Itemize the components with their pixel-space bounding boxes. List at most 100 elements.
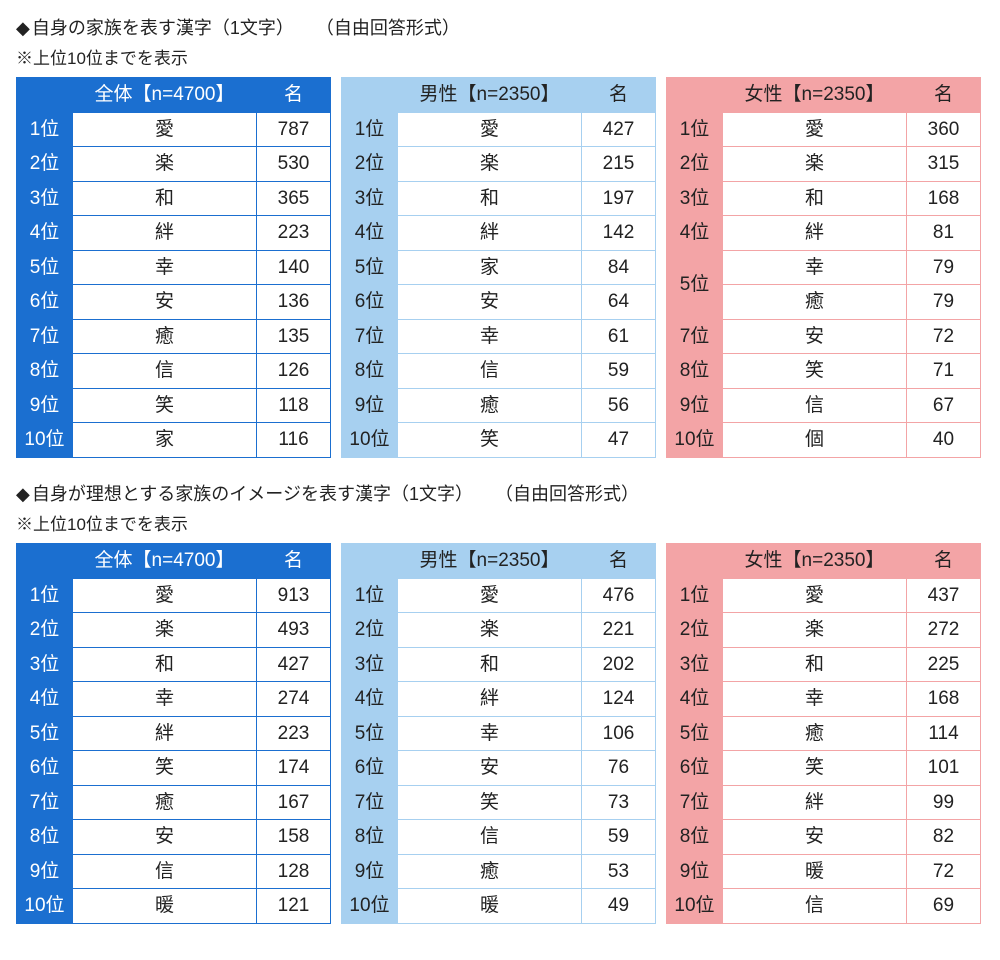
rank-cell: 4位 (667, 682, 723, 717)
section-note: ※上位10位までを表示 (16, 44, 984, 69)
rank-cell: 3位 (667, 647, 723, 682)
header-label: 全体【n=4700】 (73, 544, 257, 579)
label-cell: 安 (73, 285, 257, 320)
table-row: 4位絆142 (342, 216, 656, 251)
rank-cell: 2位 (342, 613, 398, 648)
label-cell: 癒 (398, 388, 582, 423)
header-blank (667, 544, 723, 579)
count-cell: 476 (582, 578, 656, 613)
label-cell: 愛 (73, 112, 257, 147)
header-count: 名 (907, 544, 981, 579)
table-row: 7位笑73 (342, 785, 656, 820)
rank-cell: 9位 (342, 388, 398, 423)
label-cell: 信 (398, 820, 582, 855)
section-title-suffix: （自由回答形式） (316, 18, 460, 38)
table-row: 8位信59 (342, 820, 656, 855)
table-row: 6位笑101 (667, 751, 981, 786)
label-cell: 個 (723, 423, 907, 458)
section-note: ※上位10位までを表示 (16, 510, 984, 535)
rank-cell: 3位 (342, 647, 398, 682)
rank-cell: 1位 (342, 578, 398, 613)
table-row: 5位癒114 (667, 716, 981, 751)
table-row: 8位笑71 (667, 354, 981, 389)
count-cell: 71 (907, 354, 981, 389)
table-row: 5位幸79 (667, 250, 981, 285)
label-cell: 笑 (398, 785, 582, 820)
tables-row: 全体【n=4700】名1位愛7872位楽5303位和3654位絆2235位幸14… (16, 77, 984, 458)
count-cell: 197 (582, 181, 656, 216)
rank-cell: 9位 (17, 388, 73, 423)
table-row: 3位和168 (667, 181, 981, 216)
count-cell: 427 (257, 647, 331, 682)
label-cell: 愛 (398, 112, 582, 147)
table-row: 7位癒135 (17, 319, 331, 354)
count-cell: 99 (907, 785, 981, 820)
rank-cell: 4位 (667, 216, 723, 251)
rank-cell: 4位 (17, 216, 73, 251)
header-label: 女性【n=2350】 (723, 78, 907, 113)
header-blank (342, 544, 398, 579)
ranking-table: 女性【n=2350】名1位愛4372位楽2723位和2254位幸1685位癒11… (666, 543, 981, 924)
count-cell: 787 (257, 112, 331, 147)
label-cell: 笑 (723, 354, 907, 389)
rank-cell: 5位 (667, 250, 723, 319)
label-cell: 和 (73, 181, 257, 216)
label-cell: 笑 (73, 751, 257, 786)
label-cell: 信 (73, 854, 257, 889)
table-row: 9位癒53 (342, 854, 656, 889)
table-row: 6位安64 (342, 285, 656, 320)
table-row: 4位絆81 (667, 216, 981, 251)
table-row: 2位楽315 (667, 147, 981, 182)
label-cell: 暖 (73, 889, 257, 924)
table-row: 8位安82 (667, 820, 981, 855)
table-row: 7位安72 (667, 319, 981, 354)
table-row: 1位愛427 (342, 112, 656, 147)
section-title-text: 自身の家族を表す漢字（1文字） (32, 18, 294, 38)
count-cell: 427 (582, 112, 656, 147)
label-cell: 癒 (73, 319, 257, 354)
count-cell: 59 (582, 820, 656, 855)
rank-cell: 3位 (17, 181, 73, 216)
rank-cell: 10位 (17, 423, 73, 458)
rank-cell: 8位 (17, 354, 73, 389)
count-cell: 76 (582, 751, 656, 786)
count-cell: 49 (582, 889, 656, 924)
label-cell: 安 (723, 820, 907, 855)
header-count: 名 (582, 78, 656, 113)
section-title-suffix: （自由回答形式） (495, 484, 639, 504)
table-row: 2位楽221 (342, 613, 656, 648)
label-cell: 暖 (398, 889, 582, 924)
table-row: 2位楽215 (342, 147, 656, 182)
count-cell: 64 (582, 285, 656, 320)
table-row: 10位信69 (667, 889, 981, 924)
label-cell: 愛 (398, 578, 582, 613)
table-row: 4位幸168 (667, 682, 981, 717)
table-row: 6位笑174 (17, 751, 331, 786)
rank-cell: 8位 (342, 820, 398, 855)
rank-cell: 7位 (17, 785, 73, 820)
header-blank (17, 78, 73, 113)
label-cell: 癒 (723, 285, 907, 320)
label-cell: 信 (73, 354, 257, 389)
label-cell: 楽 (73, 147, 257, 182)
table-row: 9位信128 (17, 854, 331, 889)
label-cell: 暖 (723, 854, 907, 889)
table-row: 10位個40 (667, 423, 981, 458)
label-cell: 幸 (398, 716, 582, 751)
label-cell: 幸 (723, 250, 907, 285)
header-label: 男性【n=2350】 (398, 78, 582, 113)
label-cell: 楽 (723, 613, 907, 648)
header-count: 名 (907, 78, 981, 113)
rank-cell: 9位 (667, 388, 723, 423)
rank-cell: 1位 (342, 112, 398, 147)
label-cell: 和 (398, 647, 582, 682)
label-cell: 安 (723, 319, 907, 354)
label-cell: 信 (723, 889, 907, 924)
rank-cell: 5位 (342, 716, 398, 751)
label-cell: 絆 (723, 216, 907, 251)
table-row: 4位幸274 (17, 682, 331, 717)
label-cell: 幸 (73, 682, 257, 717)
ranking-table: 男性【n=2350】名1位愛4762位楽2213位和2024位絆1245位幸10… (341, 543, 656, 924)
count-cell: 274 (257, 682, 331, 717)
table-row: 5位家84 (342, 250, 656, 285)
